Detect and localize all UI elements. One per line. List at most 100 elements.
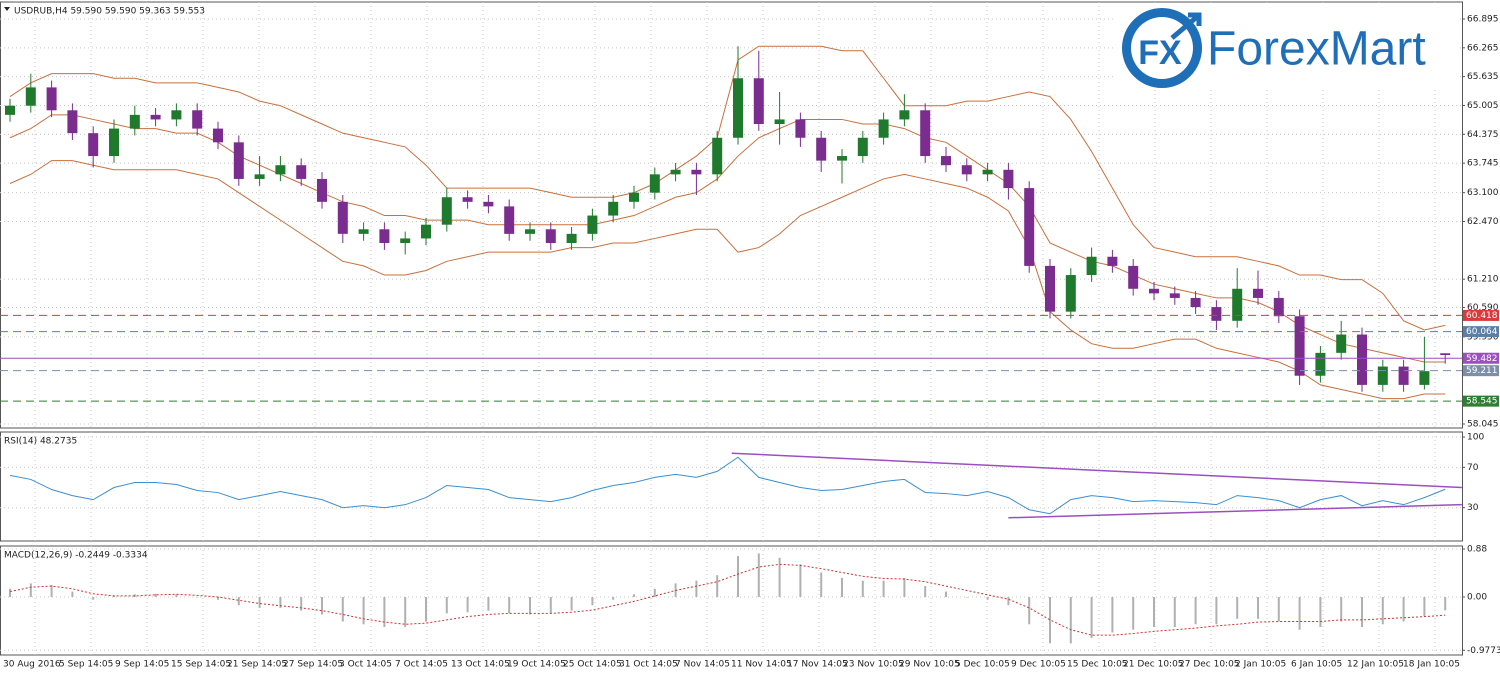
x-tick-label: 15 Dec 10:05 bbox=[1067, 660, 1128, 670]
macd-bar bbox=[1340, 597, 1343, 622]
candle-body bbox=[254, 174, 265, 179]
y-tick-label: 70 bbox=[1467, 463, 1479, 473]
panel-title: RSI(14) 48.2735 bbox=[4, 437, 77, 447]
x-tick-label: 29 Nov 10:05 bbox=[899, 660, 960, 670]
y-tick-label: 0.88 bbox=[1467, 545, 1487, 555]
macd-bar bbox=[1173, 597, 1176, 627]
macd-bar bbox=[737, 556, 739, 598]
candle-body bbox=[109, 128, 119, 157]
x-tick-label: 7 Nov 14:05 bbox=[675, 660, 730, 670]
macd-bar bbox=[487, 597, 490, 611]
x-tick-label: 7 Oct 14:05 bbox=[395, 660, 448, 670]
trend-line bbox=[1008, 503, 1462, 519]
macd-bar bbox=[1361, 597, 1363, 627]
bollinger-upper bbox=[9, 45, 1446, 331]
macd-bar bbox=[612, 597, 615, 600]
macd-bar bbox=[965, 597, 968, 598]
candle-body bbox=[171, 110, 182, 120]
candle-body bbox=[296, 165, 307, 179]
macd-bar bbox=[1423, 597, 1426, 617]
macd-bar bbox=[404, 597, 407, 627]
candle-body bbox=[670, 169, 681, 175]
macd-bar bbox=[154, 593, 157, 598]
macd-bar bbox=[716, 575, 719, 598]
candle-body bbox=[1357, 334, 1367, 385]
macd-bar bbox=[279, 597, 282, 608]
x-tick-label: 12 Jan 10:05 bbox=[1347, 660, 1404, 670]
x-tick-label: 13 Oct 14:05 bbox=[451, 660, 510, 670]
x-tick-label: 18 Jan 10:05 bbox=[1403, 660, 1460, 670]
candle-body bbox=[1169, 293, 1180, 298]
trend-line bbox=[731, 452, 1462, 489]
macd-bar bbox=[196, 597, 199, 598]
macd-bar bbox=[341, 597, 344, 622]
macd-bar bbox=[1277, 597, 1280, 622]
y-tick-label: 65.635 bbox=[1467, 72, 1499, 82]
macd-bar bbox=[882, 580, 885, 598]
candle-body bbox=[857, 137, 868, 157]
price-level-label: 60.418 bbox=[1466, 311, 1498, 321]
macd-bar bbox=[820, 572, 823, 598]
candle-body bbox=[1107, 256, 1118, 266]
candle-body bbox=[421, 224, 431, 239]
price-level-box bbox=[1463, 309, 1499, 321]
macd-bar bbox=[986, 597, 989, 600]
macd-bar bbox=[383, 597, 386, 627]
candle-body bbox=[961, 165, 972, 175]
logo-icon: FX bbox=[1138, 34, 1182, 72]
y-tick-label: 63.745 bbox=[1467, 159, 1499, 169]
y-tick-label: 62.470 bbox=[1467, 217, 1499, 227]
candle-body bbox=[462, 197, 473, 202]
candle-body bbox=[1024, 188, 1035, 266]
y-tick-label: 59.950 bbox=[1467, 332, 1499, 342]
price-level-label: 59.482 bbox=[1466, 354, 1498, 364]
x-tick-label: 3 Oct 14:05 bbox=[339, 660, 392, 670]
macd-bar bbox=[50, 585, 53, 598]
macd-bar bbox=[9, 588, 11, 598]
macd-bar bbox=[1028, 597, 1031, 625]
macd-signal bbox=[9, 563, 1446, 636]
macd-bar bbox=[300, 597, 303, 611]
candle-body bbox=[337, 201, 348, 234]
macd-bar bbox=[799, 564, 802, 598]
x-tick-label: 15 Sep 14:05 bbox=[171, 660, 231, 670]
macd-bar bbox=[1132, 597, 1135, 630]
x-tick-label: 21 Sep 14:05 bbox=[227, 660, 287, 670]
candle-body bbox=[941, 156, 951, 166]
candle-body bbox=[1336, 334, 1347, 353]
candle-body bbox=[1003, 169, 1014, 189]
macd-bar bbox=[1381, 597, 1384, 625]
macd-bar bbox=[1215, 597, 1218, 625]
macd-bar bbox=[175, 594, 178, 598]
macd-bar bbox=[1111, 597, 1114, 633]
candle-body bbox=[129, 114, 140, 129]
macd-bar bbox=[425, 597, 427, 622]
macd-bar bbox=[92, 597, 95, 600]
x-tick-label: 23 Nov 10:05 bbox=[843, 660, 904, 670]
rsi-line bbox=[9, 456, 1446, 515]
candle-body bbox=[1419, 371, 1430, 385]
macd-bar bbox=[861, 580, 864, 598]
candle-body bbox=[733, 78, 743, 138]
macd-bar bbox=[549, 597, 552, 614]
price-level-label: 59.211 bbox=[1466, 366, 1498, 376]
candle-body bbox=[317, 178, 327, 202]
candle-body bbox=[629, 192, 639, 202]
price-level-box bbox=[1463, 395, 1499, 407]
macd-bar bbox=[1007, 597, 1010, 606]
macd-bar bbox=[529, 597, 531, 615]
macd-bar bbox=[1257, 597, 1259, 619]
y-tick-label: 0.00 bbox=[1467, 593, 1487, 603]
candle-body bbox=[1398, 366, 1409, 385]
y-tick-label: 64.375 bbox=[1467, 130, 1499, 140]
x-tick-label: 31 Oct 14:05 bbox=[619, 660, 678, 670]
macd-bar bbox=[1444, 597, 1447, 611]
candle-body bbox=[504, 206, 515, 234]
candle-body bbox=[88, 133, 99, 157]
x-tick-label: 9 Sep 14:05 bbox=[115, 660, 169, 670]
macd-bar bbox=[591, 597, 594, 606]
macd-bar bbox=[71, 591, 74, 598]
candle-body bbox=[545, 229, 556, 244]
macd-bar bbox=[903, 577, 906, 598]
